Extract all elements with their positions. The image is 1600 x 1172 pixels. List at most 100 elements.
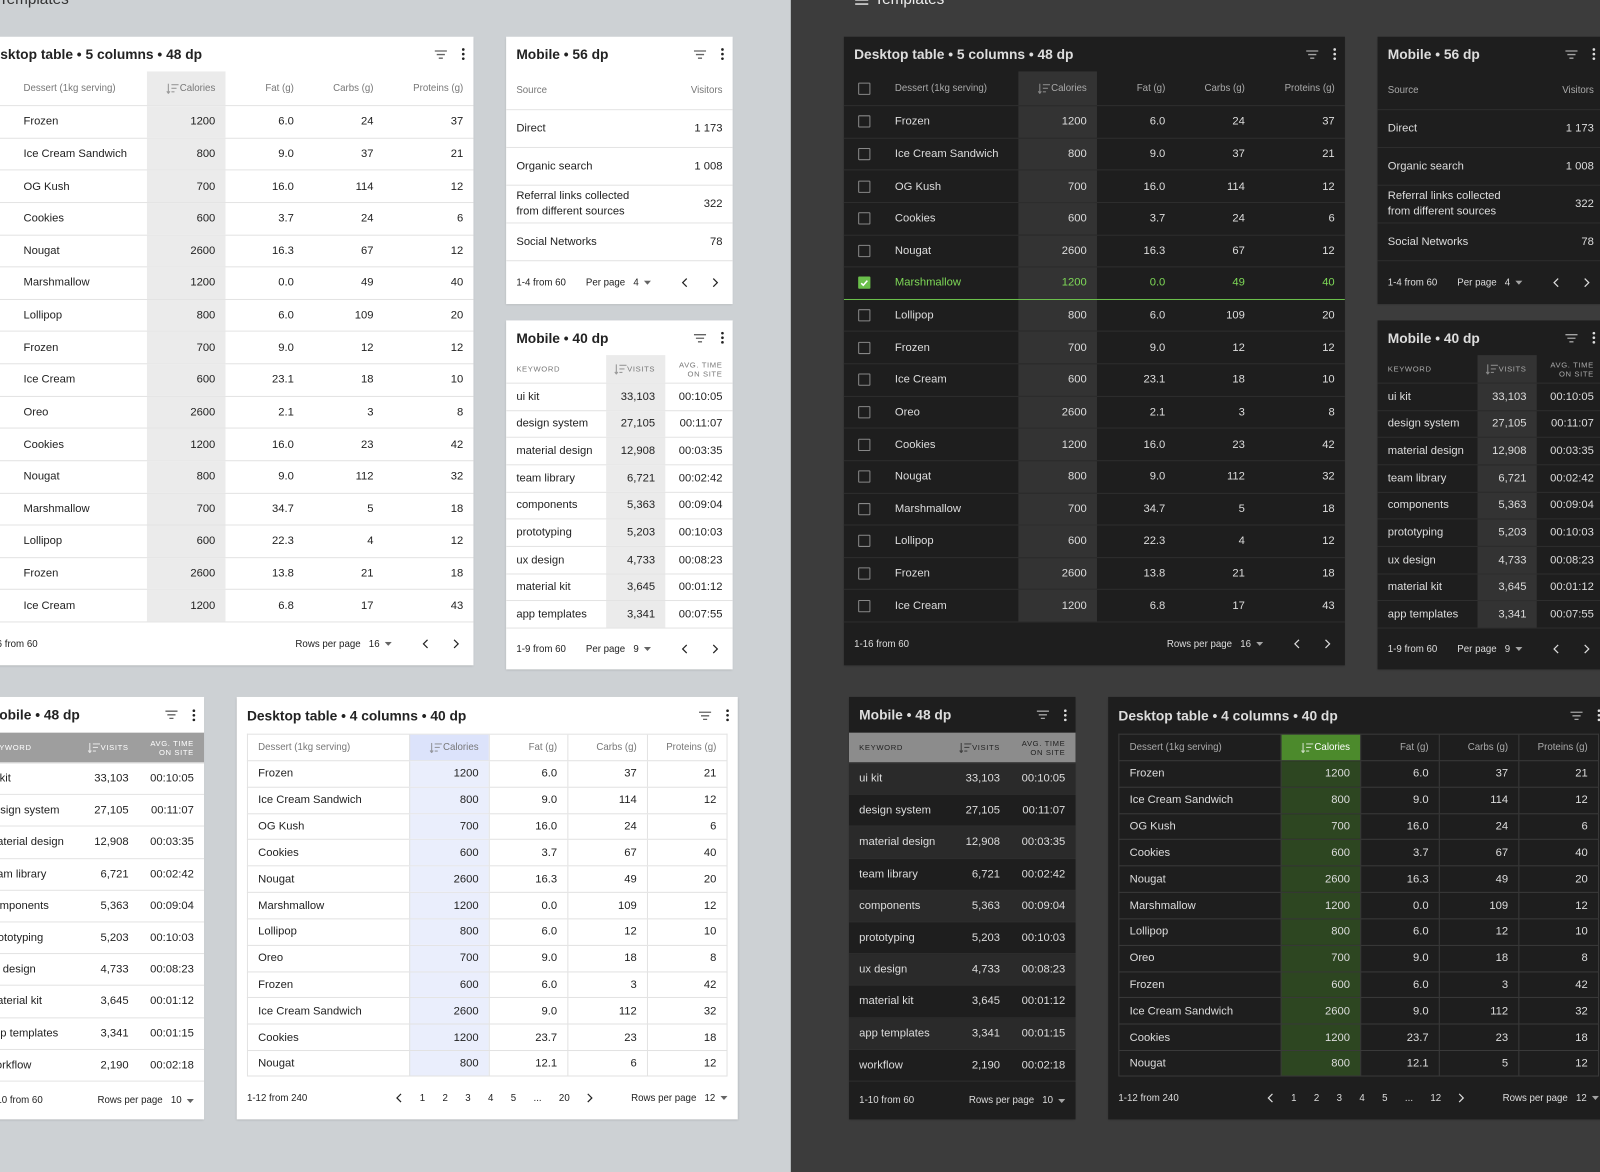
checkbox[interactable] [858, 180, 871, 193]
table-row[interactable]: Frozen 2600 13.8 21 18 [843, 557, 1345, 591]
prev-page[interactable] [681, 278, 688, 288]
prev-page[interactable] [1267, 1093, 1274, 1103]
column-header[interactable]: Calories [1280, 734, 1361, 761]
prev-page[interactable] [681, 644, 688, 654]
checkbox[interactable] [858, 373, 871, 387]
table-row[interactable]: Cookies 600 3.7 24 6 [843, 202, 1345, 236]
table-row[interactable]: Lollipop 600 22.3 4 12 [0, 525, 474, 558]
filter-button[interactable] [434, 49, 447, 59]
table-row[interactable]: Ice Cream 600 23.1 18 10 [843, 364, 1345, 397]
table-row[interactable]: Frozen 2600 13.8 21 18 [0, 557, 474, 591]
page-number[interactable]: 1 [419, 1092, 426, 1104]
page-number[interactable]: 5 [510, 1092, 517, 1104]
table-row[interactable]: OG Kush 700 16.0 114 12 [843, 170, 1345, 203]
sort-icon[interactable] [1301, 742, 1314, 753]
more-button[interactable] [1333, 48, 1337, 60]
per-page-select[interactable]: 12 [1576, 1092, 1599, 1104]
checkbox[interactable] [858, 470, 871, 483]
next-page[interactable] [712, 644, 719, 654]
sort-icon[interactable] [87, 742, 100, 753]
table-row[interactable]: Cookies 1200 16.0 23 42 [0, 428, 474, 462]
column-header[interactable]: Calories [409, 734, 489, 761]
checkbox[interactable] [858, 567, 871, 580]
next-page[interactable] [453, 639, 460, 649]
table-row[interactable]: Frozen 700 9.0 12 12 [0, 332, 474, 365]
per-page-select[interactable]: 9 [1505, 643, 1523, 655]
table-row[interactable]: Nougat 2600 16.3 67 12 [843, 235, 1345, 268]
prev-page[interactable] [1553, 644, 1559, 654]
more-button[interactable] [1063, 708, 1067, 721]
checkbox[interactable] [858, 147, 871, 161]
table-row[interactable]: Ice Cream 600 23.1 18 10 [0, 364, 474, 397]
page-number[interactable]: 1 [1291, 1092, 1297, 1104]
checkbox[interactable] [858, 212, 871, 225]
checkbox[interactable] [858, 276, 871, 290]
table-row[interactable]: Oreo 2600 2.1 3 8 [0, 396, 474, 429]
sort-icon[interactable] [958, 742, 972, 753]
prev-page[interactable] [1553, 278, 1559, 288]
column-header[interactable]: Calories [1018, 71, 1097, 106]
table-row[interactable]: Ice Cream Sandwich 800 9.0 37 21 [843, 138, 1345, 171]
filter-button[interactable] [1306, 49, 1319, 59]
more-button[interactable] [1592, 48, 1596, 60]
more-button[interactable] [720, 48, 724, 60]
page-number[interactable]: ... [533, 1092, 542, 1104]
sort-icon[interactable] [613, 363, 627, 374]
table-row[interactable]: Frozen 1200 6.0 24 37 [843, 106, 1345, 139]
prev-page[interactable] [396, 1093, 402, 1103]
per-page-select[interactable]: 16 [1240, 638, 1264, 649]
page-number[interactable]: 20 [558, 1092, 570, 1104]
more-button[interactable] [1597, 709, 1600, 722]
filter-button[interactable] [1565, 49, 1578, 59]
table-row[interactable]: Marshmallow 1200 0.0 49 40 [843, 267, 1345, 300]
table-row[interactable]: Oreo 2600 2.1 3 8 [843, 396, 1345, 429]
checkbox[interactable] [858, 244, 871, 257]
table-row[interactable]: Ice Cream 1200 6.8 17 43 [0, 590, 474, 623]
more-button[interactable] [461, 48, 465, 60]
per-page-select[interactable]: 16 [369, 638, 392, 649]
sort-icon[interactable] [1485, 363, 1498, 374]
next-page[interactable] [712, 278, 719, 288]
filter-button[interactable] [1565, 333, 1578, 342]
column-header[interactable]: VISITS [606, 355, 666, 383]
per-page-select[interactable]: 4 [633, 277, 652, 288]
prev-page[interactable] [422, 639, 428, 649]
checkbox[interactable] [858, 406, 871, 419]
prev-page[interactable] [1294, 639, 1300, 649]
table-row[interactable]: Cookies 600 3.7 24 6 [0, 202, 474, 236]
next-page[interactable] [587, 1093, 594, 1103]
per-page-select[interactable]: 10 [171, 1095, 194, 1106]
page-number[interactable]: 3 [465, 1092, 471, 1104]
page-number[interactable]: 5 [1382, 1092, 1388, 1104]
more-button[interactable] [1592, 331, 1596, 344]
page-number[interactable]: 4 [487, 1092, 494, 1104]
page-number[interactable]: 3 [1336, 1092, 1343, 1104]
next-page[interactable] [1324, 639, 1331, 649]
table-row[interactable]: Marshmallow 700 34.7 5 18 [843, 493, 1345, 526]
checkbox[interactable] [858, 341, 871, 354]
per-page-select[interactable]: 12 [705, 1092, 728, 1104]
table-row[interactable]: OG Kush 700 16.0 114 12 [0, 170, 474, 203]
page-number[interactable]: 2 [1313, 1092, 1320, 1104]
page-number[interactable]: 4 [1359, 1092, 1365, 1104]
page-number[interactable]: 12 [1430, 1092, 1442, 1104]
per-page-select[interactable]: 10 [1042, 1095, 1066, 1106]
sort-icon[interactable] [1037, 83, 1051, 94]
filter-button[interactable] [693, 49, 707, 59]
checkbox[interactable] [858, 309, 871, 322]
next-page[interactable] [1458, 1093, 1465, 1103]
filter-button[interactable] [1570, 711, 1583, 720]
page-number[interactable]: ... [1404, 1092, 1414, 1104]
table-row[interactable]: Ice Cream 1200 6.8 17 43 [843, 590, 1345, 623]
column-header[interactable]: Calories [146, 71, 226, 106]
more-button[interactable] [192, 708, 196, 721]
menu-icon[interactable] [855, 0, 869, 5]
checkbox[interactable] [858, 535, 871, 548]
next-page[interactable] [1584, 278, 1590, 288]
table-row[interactable]: Lollipop 800 6.0 109 20 [843, 299, 1345, 333]
table-row[interactable]: Nougat 800 9.0 112 32 [0, 461, 474, 494]
table-row[interactable]: Marshmallow 700 34.7 5 18 [0, 493, 474, 526]
table-row[interactable]: Ice Cream Sandwich 800 9.0 37 21 [0, 138, 474, 171]
filter-button[interactable] [1036, 710, 1049, 720]
filter-button[interactable] [698, 711, 712, 720]
